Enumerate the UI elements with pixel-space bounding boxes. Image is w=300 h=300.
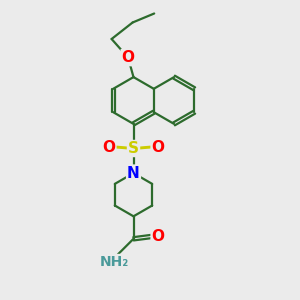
Text: O: O [102, 140, 116, 154]
Text: S: S [128, 141, 139, 156]
Text: O: O [152, 140, 165, 154]
Text: O: O [122, 50, 135, 65]
Text: NH₂: NH₂ [100, 255, 129, 269]
Text: N: N [127, 166, 140, 181]
Text: O: O [152, 229, 165, 244]
